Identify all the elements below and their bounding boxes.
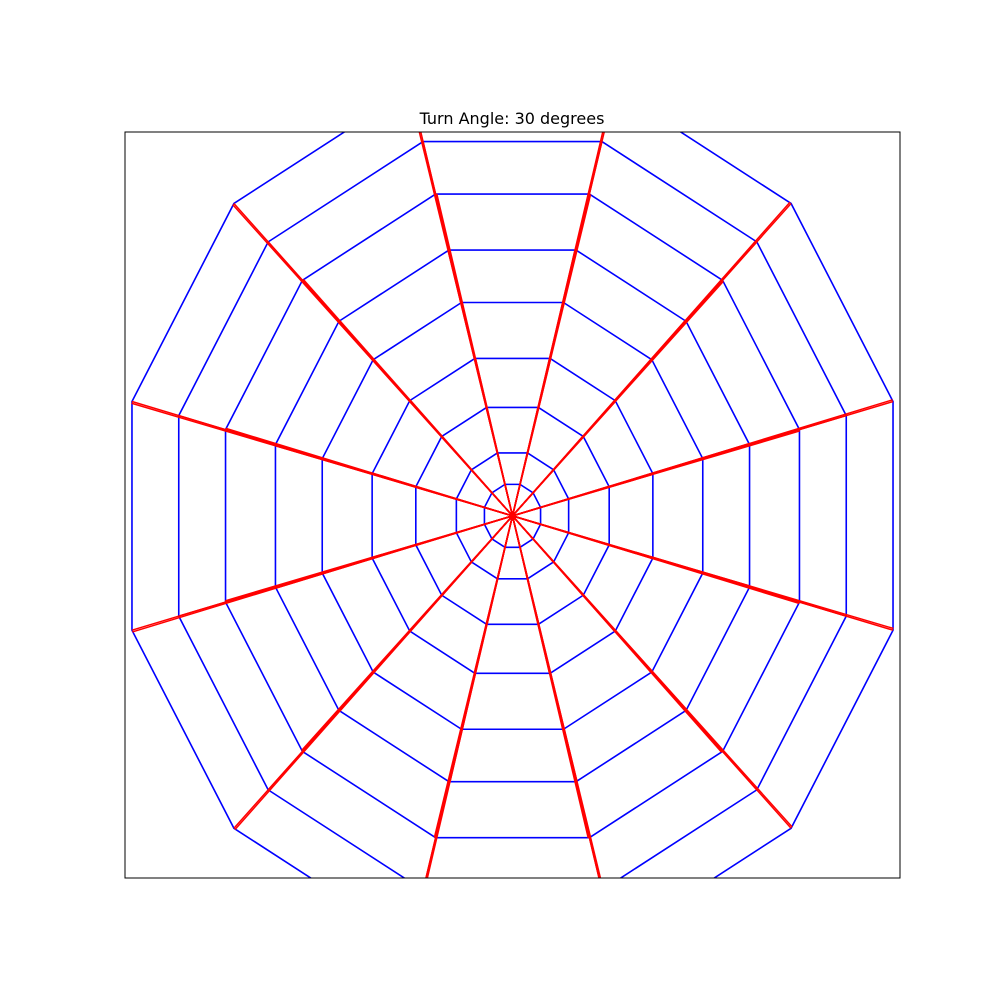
plot-area (131, 132, 894, 878)
spoke-4 (511, 132, 605, 517)
chart-title: Turn Angle: 30 degrees (419, 109, 605, 128)
spoke-1 (512, 515, 894, 631)
spoke-2 (512, 400, 894, 517)
spoke-8 (131, 515, 513, 631)
spoke-7 (131, 400, 513, 517)
spoke-11 (511, 515, 600, 878)
spoke-10 (425, 515, 514, 878)
spoke-3 (511, 202, 792, 517)
spoke-5 (420, 132, 514, 517)
spoke-12 (511, 515, 792, 829)
plot-frame (124, 131, 901, 879)
spoke-6 (233, 202, 514, 517)
spoke-9 (233, 515, 514, 829)
spoke-series (131, 132, 894, 878)
